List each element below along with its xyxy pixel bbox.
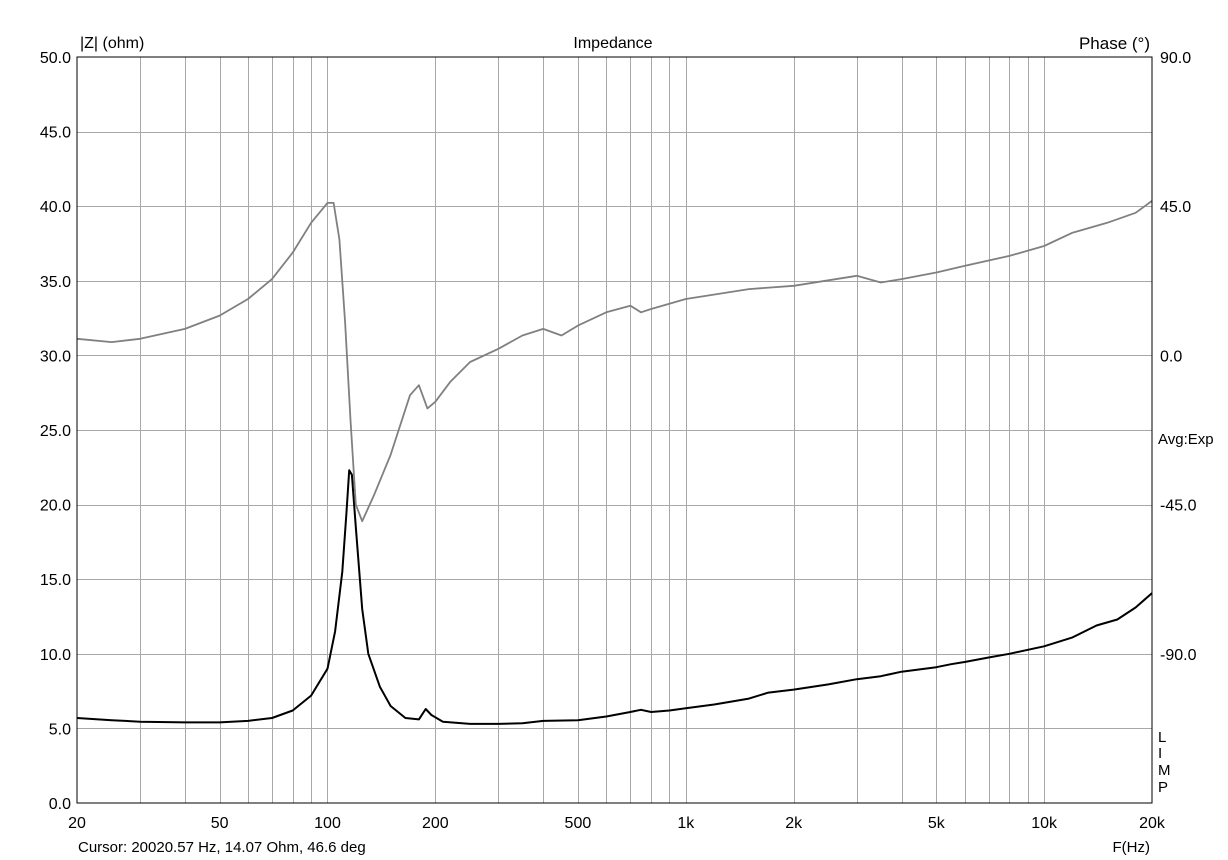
avg-annotation: Avg:Exp	[1158, 431, 1214, 448]
limp-letter-l: L	[1158, 729, 1166, 746]
label-layer: 20 50 100 200 500 1k 2k 5k 10k 20k 0.0 5.0 10.0 15.0 2…	[40, 50, 1197, 832]
y2-tick-label: -90.0	[1160, 647, 1197, 664]
y-tick-label: 40.0	[40, 199, 71, 216]
x-tick-label: 200	[422, 815, 449, 832]
y2-tick-label: 90.0	[1160, 50, 1191, 67]
chart-title: Impedance	[573, 35, 652, 52]
x-tick-label: 50	[211, 815, 229, 832]
y-tick-label: 25.0	[40, 423, 71, 440]
grid-layer	[77, 57, 1152, 803]
x-tick-label: 20	[68, 815, 86, 832]
y2-tick-label: 0.0	[1160, 348, 1182, 365]
x-tick-label: 20k	[1139, 815, 1166, 832]
limp-letter-p: P	[1158, 779, 1168, 796]
y2-axis-label: Phase (°)	[1079, 34, 1150, 53]
y-tick-label: 50.0	[40, 50, 71, 67]
y-tick-label: 0.0	[49, 796, 71, 813]
impedance-curve	[76, 469, 1153, 725]
limp-letter-m: M	[1158, 762, 1171, 779]
x-tick-label: 5k	[928, 815, 946, 832]
x-axis-label: F(Hz)	[1113, 839, 1151, 856]
y-tick-label: 35.0	[40, 274, 71, 291]
y-tick-label: 20.0	[40, 498, 71, 515]
phase-curve	[76, 200, 1153, 523]
x-tick-label: 10k	[1031, 815, 1058, 832]
x-tick-label: 2k	[785, 815, 803, 832]
x-tick-label: 1k	[677, 815, 695, 832]
y-axis-label: |Z| (ohm)	[80, 35, 144, 52]
x-tick-label: 500	[565, 815, 592, 832]
plot-frame	[76, 56, 1153, 804]
y-tick-label: 5.0	[49, 721, 71, 738]
y2-tick-label: 45.0	[1160, 199, 1191, 216]
y-tick-label: 45.0	[40, 125, 71, 142]
y-tick-label: 10.0	[40, 647, 71, 664]
limp-letter-i: I	[1158, 745, 1162, 762]
x-tick-label: 100	[314, 815, 341, 832]
curve-layer	[76, 200, 1153, 725]
cursor-readout: Cursor: 20020.57 Hz, 14.07 Ohm, 46.6 deg	[78, 839, 366, 856]
y-tick-label: 15.0	[40, 572, 71, 589]
y-tick-label: 30.0	[40, 348, 71, 365]
y2-tick-label: -45.0	[1160, 498, 1197, 515]
